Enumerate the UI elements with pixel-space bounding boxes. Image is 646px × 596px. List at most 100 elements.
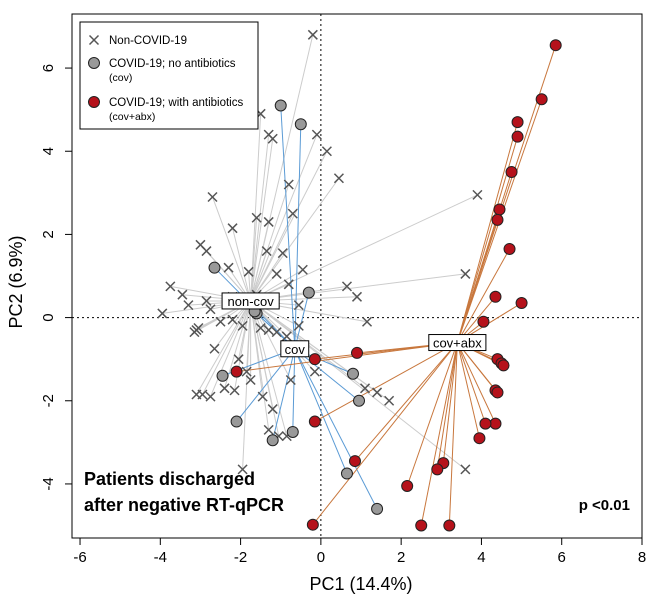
cov-abx-point: [489, 417, 502, 430]
centroid-segment: [314, 342, 458, 422]
marker-stroke: [257, 391, 268, 402]
marker-stroke: [307, 29, 318, 40]
cov-abx-point: [308, 415, 321, 428]
centroid-segment: [312, 342, 458, 526]
marker-stroke: [209, 343, 220, 354]
marker-stroke: [205, 391, 216, 402]
x-tick-label: 2: [397, 549, 405, 566]
centroid-label: cov+abx: [428, 334, 487, 352]
cov-point: [230, 415, 243, 428]
centroid-segment: [236, 342, 458, 373]
cov-abx-point: [493, 203, 506, 216]
marker-stroke: [285, 374, 296, 385]
centroid-segment: [242, 300, 252, 470]
marker-stroke: [215, 316, 226, 327]
legend-label: (cov+abx): [109, 111, 155, 123]
marker-stroke: [372, 387, 383, 398]
cov-abx-point: [515, 297, 528, 310]
non-covid-point: [193, 322, 204, 334]
y-tick-label: 2: [40, 230, 57, 238]
y-tick-label: -4: [40, 477, 57, 490]
non-covid-point: [207, 191, 218, 203]
centroid-label-text: non-cov: [228, 294, 275, 309]
centroid-segment: [280, 105, 296, 349]
non-covid-point: [341, 281, 352, 292]
cov-abx-point: [477, 315, 490, 328]
x-tick-label: 6: [558, 549, 566, 566]
centroid-segment: [436, 342, 458, 470]
cov-abx-point: [479, 417, 492, 430]
non-covid-point: [209, 343, 220, 354]
non-covid-point: [165, 281, 176, 292]
cov-point: [216, 369, 229, 382]
cov-abx-point: [351, 346, 363, 359]
centroid-segment: [250, 300, 466, 470]
centroid-segment: [448, 342, 458, 526]
marker-stroke: [229, 385, 240, 396]
cov-abx-point: [230, 365, 243, 378]
x-tick-label: -6: [73, 549, 86, 566]
marker-stroke: [271, 268, 282, 279]
marker-stroke: [207, 191, 218, 203]
non-covid-point: [277, 248, 288, 259]
legend-marker: [88, 57, 100, 69]
marker-stroke: [341, 281, 352, 292]
non-covid-point: [281, 331, 292, 342]
centroid-segment: [294, 292, 310, 349]
y-tick-label: 4: [40, 147, 57, 155]
p-value-label: p <0.01: [579, 497, 630, 514]
legend: Non-COVID-19 COVID-19; no antibiotics (cov…: [79, 21, 259, 130]
non-covid-point: [223, 262, 234, 273]
centroid-labels: non-cov cov cov+abx: [221, 292, 487, 358]
centroid-label-text: cov+abx: [433, 336, 482, 351]
marker-stroke: [201, 295, 212, 306]
non-covid-point: [183, 300, 194, 311]
centroid-segment: [294, 124, 302, 349]
cov-point: [266, 434, 279, 447]
marker-stroke: [261, 246, 272, 257]
non-covid-point: [201, 246, 212, 257]
centroid-segment: [202, 300, 252, 395]
cov-point: [340, 467, 353, 480]
y-tick-label: 6: [40, 64, 57, 72]
non-covid-point: [333, 173, 344, 184]
marker-stroke: [384, 395, 395, 406]
non-covid-point: [351, 291, 363, 302]
marker-stroke: [460, 268, 471, 279]
non-covid-point: [237, 464, 248, 475]
cov-point: [346, 367, 359, 380]
marker-stroke: [243, 266, 254, 277]
centroid-segment: [292, 348, 296, 432]
non-covid-point: [460, 464, 471, 475]
centroid-segment: [250, 134, 270, 302]
marker-stroke: [241, 366, 252, 377]
annotation-text: Patients discharged after negative RT-qPC…: [84, 469, 284, 515]
marker-stroke: [263, 424, 274, 435]
cov-abx-point: [415, 519, 428, 532]
centroid-segment: [236, 348, 296, 422]
centroid-segment: [250, 273, 466, 302]
marker-stroke: [251, 212, 262, 223]
non-covid-point: [237, 320, 248, 331]
centroid-label-text: cov: [285, 342, 306, 357]
marker-stroke: [183, 300, 194, 311]
non-covid-point: [359, 383, 371, 394]
non-covid-point: [309, 366, 320, 377]
non-covid-point: [191, 389, 202, 400]
marker-stroke: [359, 383, 371, 394]
non-covid-point: [257, 391, 268, 402]
cov-abx-point: [401, 480, 414, 493]
marker-stroke: [311, 129, 322, 140]
legend-marker: [88, 34, 100, 46]
legend-box: [79, 21, 259, 130]
non-covid-point: [293, 300, 304, 311]
cov-abx-point: [491, 386, 504, 399]
non-covid-point: [245, 374, 256, 385]
marker-stroke: [88, 34, 100, 46]
non-covid-point: [263, 216, 274, 227]
non-covid-point: [219, 383, 230, 394]
marker-stroke: [263, 325, 274, 336]
marker-stroke: [165, 281, 176, 292]
non-covid-point: [243, 266, 254, 277]
marker-stroke: [362, 316, 373, 327]
